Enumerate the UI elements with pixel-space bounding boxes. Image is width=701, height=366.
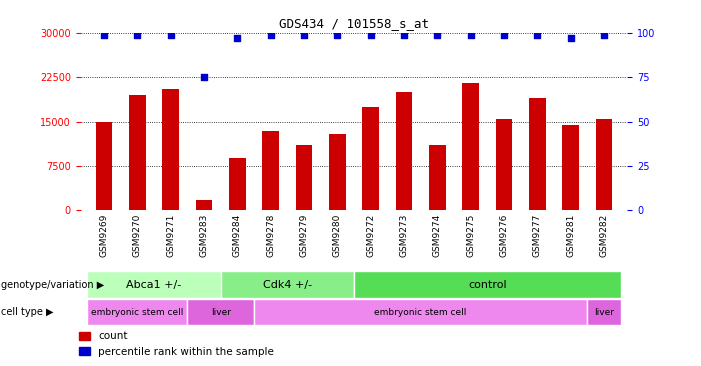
- Point: [232, 36, 243, 41]
- Text: Abca1 +/-: Abca1 +/-: [126, 280, 182, 290]
- Bar: [329, 134, 346, 210]
- Text: GSM9283: GSM9283: [200, 213, 208, 257]
- Point: [265, 32, 276, 38]
- Bar: [596, 119, 613, 210]
- Bar: [229, 158, 245, 210]
- Bar: [463, 83, 479, 210]
- Point: [132, 32, 143, 38]
- Bar: [354, 272, 620, 298]
- Text: GSM9284: GSM9284: [233, 213, 242, 257]
- Bar: [296, 145, 313, 210]
- Point: [198, 74, 210, 80]
- Bar: [429, 145, 446, 210]
- Point: [432, 32, 443, 38]
- Text: GSM9276: GSM9276: [500, 213, 508, 257]
- Bar: [95, 122, 112, 210]
- Point: [498, 32, 510, 38]
- Bar: [395, 92, 412, 210]
- Point: [365, 32, 376, 38]
- Point: [532, 32, 543, 38]
- Text: GSM9280: GSM9280: [333, 213, 342, 257]
- Text: genotype/variation ▶: genotype/variation ▶: [1, 280, 104, 290]
- Point: [165, 32, 176, 38]
- Text: GSM9279: GSM9279: [299, 213, 308, 257]
- Text: GSM9275: GSM9275: [466, 213, 475, 257]
- Bar: [163, 89, 179, 210]
- Text: GSM9278: GSM9278: [266, 213, 275, 257]
- Point: [299, 32, 310, 38]
- Bar: [362, 107, 379, 210]
- Text: GSM9277: GSM9277: [533, 213, 542, 257]
- Bar: [496, 119, 512, 210]
- Text: Cdk4 +/-: Cdk4 +/-: [263, 280, 312, 290]
- Text: GSM9281: GSM9281: [566, 213, 576, 257]
- Point: [565, 36, 576, 41]
- Bar: [129, 95, 146, 210]
- Text: cell type ▶: cell type ▶: [1, 307, 54, 317]
- Legend: count, percentile rank within the sample: count, percentile rank within the sample: [75, 327, 278, 361]
- Point: [332, 32, 343, 38]
- Text: liver: liver: [594, 307, 614, 317]
- Text: embryonic stem cell: embryonic stem cell: [91, 307, 184, 317]
- Text: GSM9272: GSM9272: [366, 213, 375, 257]
- Text: GSM9271: GSM9271: [166, 213, 175, 257]
- Text: control: control: [468, 280, 507, 290]
- Bar: [88, 299, 187, 325]
- Bar: [196, 200, 212, 210]
- Point: [465, 32, 476, 38]
- Bar: [529, 98, 545, 210]
- Bar: [587, 299, 620, 325]
- Text: embryonic stem cell: embryonic stem cell: [374, 307, 467, 317]
- Bar: [254, 299, 587, 325]
- Text: GSM9273: GSM9273: [400, 213, 409, 257]
- Bar: [262, 131, 279, 210]
- Bar: [187, 299, 254, 325]
- Point: [599, 32, 610, 38]
- Text: GSM9270: GSM9270: [132, 213, 142, 257]
- Point: [98, 32, 109, 38]
- Text: GSM9274: GSM9274: [433, 213, 442, 257]
- Bar: [562, 125, 579, 210]
- Title: GDS434 / 101558_s_at: GDS434 / 101558_s_at: [279, 17, 429, 30]
- Bar: [221, 272, 354, 298]
- Point: [398, 32, 409, 38]
- Bar: [88, 272, 221, 298]
- Text: liver: liver: [210, 307, 231, 317]
- Text: GSM9282: GSM9282: [599, 213, 608, 257]
- Text: GSM9269: GSM9269: [100, 213, 109, 257]
